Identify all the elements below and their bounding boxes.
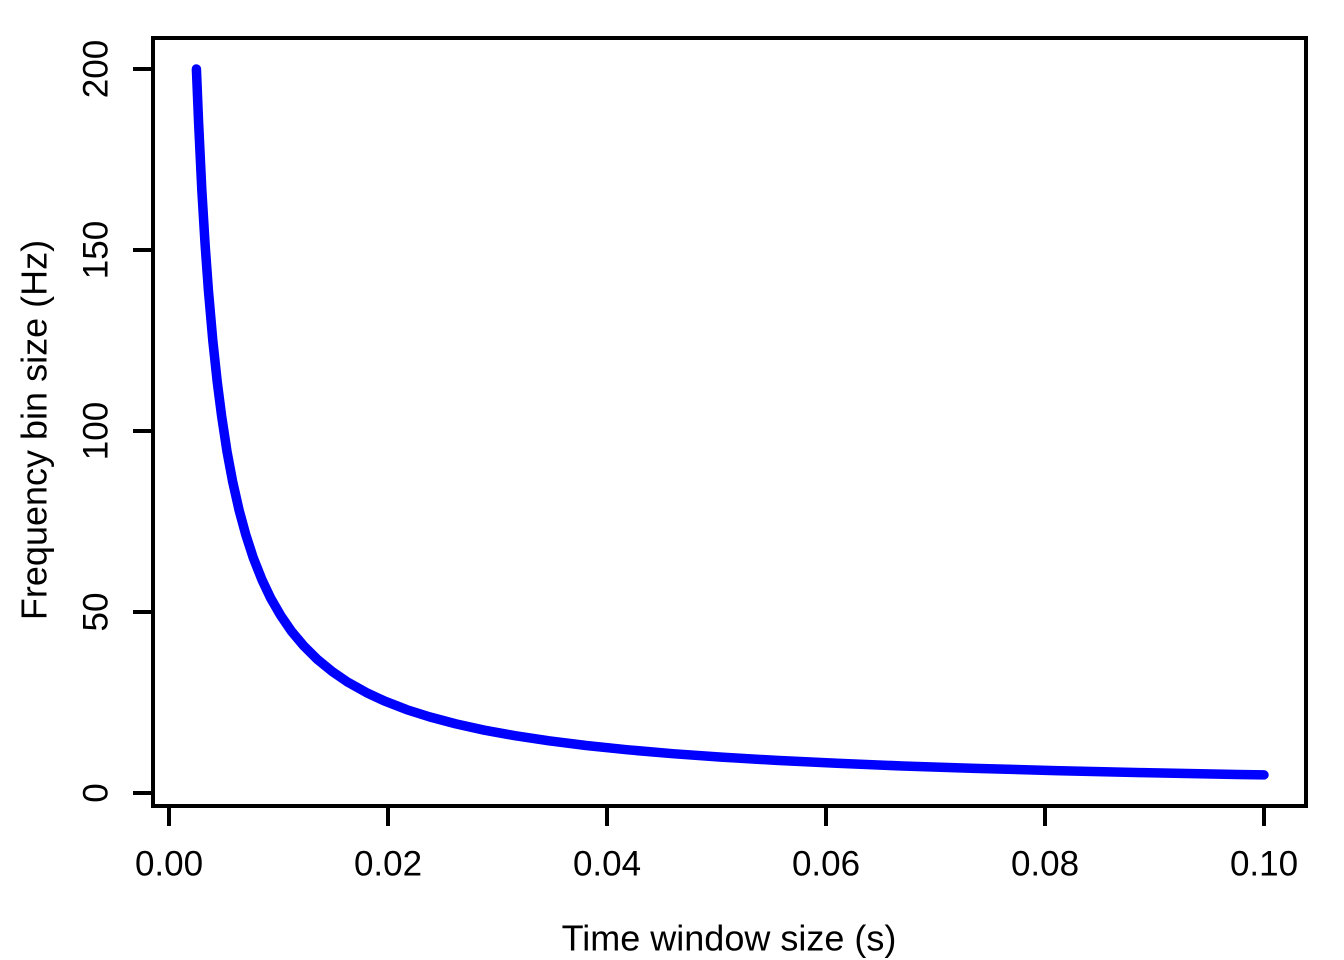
y-tick-label: 50 <box>77 593 116 632</box>
plot-box <box>151 36 1308 808</box>
y-tick-label: 150 <box>77 221 116 279</box>
x-tick-label: 0.00 <box>135 845 203 884</box>
y-tick-label: 0 <box>77 783 116 802</box>
y-tick-label: 100 <box>77 402 116 460</box>
x-tick-label: 0.02 <box>354 845 422 884</box>
x-axis-tick-labels: 0.00 0.02 0.04 0.06 0.08 0.10 <box>135 845 1298 884</box>
y-axis-title: Frequency bin size (Hz) <box>14 240 55 620</box>
x-tick-label: 0.04 <box>573 845 641 884</box>
x-tick-label: 0.10 <box>1230 845 1298 884</box>
y-axis-ticks <box>133 67 153 795</box>
y-tick-label: 200 <box>77 40 116 98</box>
x-axis-ticks <box>167 806 1266 826</box>
y-axis-tick-labels: 0 50 100 150 200 <box>77 40 116 803</box>
x-tick-label: 0.08 <box>1011 845 1079 884</box>
x-axis-title: Time window size (s) <box>562 918 897 959</box>
series-group <box>191 64 1269 780</box>
data-line <box>191 64 1269 780</box>
x-tick-label: 0.06 <box>792 845 860 884</box>
